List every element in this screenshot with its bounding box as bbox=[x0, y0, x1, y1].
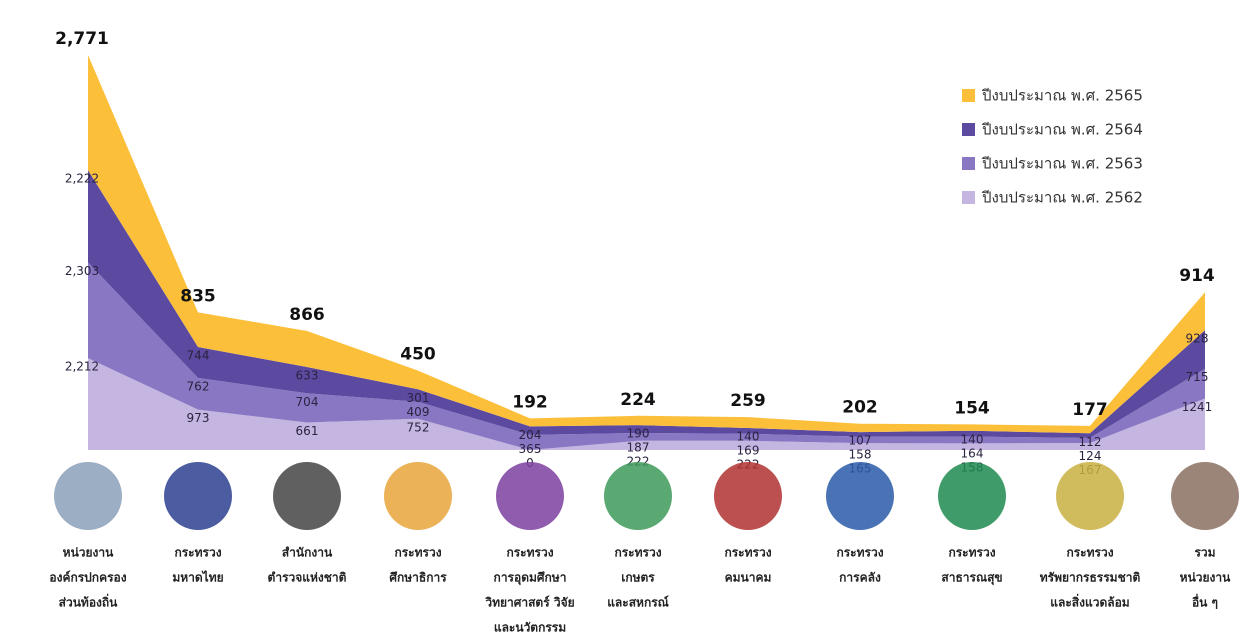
value-label: 973 bbox=[187, 411, 210, 425]
x-tick-label: หน่วยงาน bbox=[1180, 571, 1231, 585]
x-tick-label: ส่วนท้องถิ่น bbox=[59, 594, 119, 610]
legend-swatch bbox=[962, 191, 975, 204]
value-label: 633 bbox=[296, 368, 319, 382]
x-tick-label: กระทรวง bbox=[174, 546, 221, 560]
legend-swatch bbox=[962, 157, 975, 170]
value-label: 2,303 bbox=[65, 264, 99, 278]
value-label: 715 bbox=[1186, 370, 1209, 384]
icon bbox=[826, 462, 894, 530]
value-label: 2,212 bbox=[65, 360, 99, 374]
value-label: 866 bbox=[289, 305, 325, 325]
value-label: 762 bbox=[187, 379, 210, 393]
value-label: 661 bbox=[296, 424, 319, 438]
value-label: 204 bbox=[519, 428, 542, 442]
value-label: 914 bbox=[1179, 266, 1215, 286]
x-tick-label: กระทรวง bbox=[394, 546, 441, 560]
x-tick-label: หน่วยงาน bbox=[63, 546, 114, 560]
x-tick-label: อื่น ๆ bbox=[1192, 594, 1218, 610]
x-tick-label: สำนักงาน bbox=[282, 546, 333, 560]
x-tick-label: สาธารณสุข bbox=[941, 571, 1002, 586]
value-label: 187 bbox=[627, 441, 650, 455]
icon bbox=[604, 462, 672, 530]
icon bbox=[273, 462, 341, 530]
legend-label: ปีงบประมาณ พ.ศ. 2565 bbox=[981, 87, 1143, 105]
value-label: 2,222 bbox=[65, 172, 99, 186]
legend-label: ปีงบประมาณ พ.ศ. 2564 bbox=[981, 121, 1143, 139]
x-tick-label: ทรัพยากรธรรมชาติ bbox=[1040, 571, 1141, 585]
x-tick-label: และสิ่งแวดล้อม bbox=[1050, 594, 1129, 610]
value-label: 301 bbox=[407, 391, 430, 405]
x-tick-label: วิทยาศาสตร์ วิจัย bbox=[485, 596, 575, 610]
x-tick-label: กระทรวง bbox=[948, 546, 995, 560]
x-tick-label: ตำรวจแห่งชาติ bbox=[268, 571, 347, 585]
value-label: 112 bbox=[1079, 435, 1102, 449]
value-label: 409 bbox=[407, 405, 430, 419]
icon bbox=[384, 462, 452, 530]
value-label: 154 bbox=[954, 398, 990, 418]
value-label: 259 bbox=[730, 391, 766, 411]
x-tick-label: รวม bbox=[1194, 546, 1215, 560]
x-tick-label: กระทรวง bbox=[1066, 546, 1113, 560]
icon bbox=[1056, 462, 1124, 530]
x-tick-label: องค์กรปกครอง bbox=[49, 571, 126, 585]
value-label: 704 bbox=[296, 395, 319, 409]
value-label: 164 bbox=[961, 446, 984, 460]
x-tick-label: การอุดมศึกษา bbox=[494, 571, 567, 586]
value-label: 202 bbox=[842, 398, 878, 418]
value-label: 192 bbox=[512, 392, 548, 412]
x-tick-label: มหาดไทย bbox=[172, 570, 223, 585]
x-tick-label: กระทรวง bbox=[724, 546, 771, 560]
value-label: 177 bbox=[1072, 400, 1108, 420]
legend-swatch bbox=[962, 123, 975, 136]
icon bbox=[54, 462, 122, 530]
x-tick-label: เกษตร bbox=[621, 571, 655, 585]
icon bbox=[1171, 462, 1239, 530]
x-tick-label: ศึกษาธิการ bbox=[389, 571, 447, 585]
icon bbox=[714, 462, 782, 530]
value-label: 140 bbox=[737, 429, 760, 443]
legend-label: ปีงบประมาณ พ.ศ. 2562 bbox=[981, 189, 1143, 207]
value-label: 450 bbox=[400, 345, 436, 365]
x-tick-label: การคลัง bbox=[839, 571, 881, 585]
value-label: 365 bbox=[519, 442, 542, 456]
x-tick-label: กระทรวง bbox=[836, 546, 883, 560]
value-label: 752 bbox=[407, 420, 430, 434]
value-label: 1241 bbox=[1182, 400, 1213, 414]
icon bbox=[938, 462, 1006, 530]
x-tick-label: คมนาคม bbox=[725, 571, 772, 585]
x-tick-label: กระทรวง bbox=[614, 546, 661, 560]
value-label: 140 bbox=[961, 432, 984, 446]
x-tick-label: กระทรวง bbox=[506, 546, 553, 560]
legend-swatch bbox=[962, 89, 975, 102]
value-label: 835 bbox=[180, 286, 216, 306]
value-label: 107 bbox=[849, 434, 872, 448]
value-label: 124 bbox=[1079, 449, 1102, 463]
value-label: 190 bbox=[627, 427, 650, 441]
value-label: 224 bbox=[620, 390, 656, 410]
icon bbox=[164, 462, 232, 530]
value-label: 169 bbox=[737, 443, 760, 457]
area bbox=[88, 262, 1205, 450]
value-label: 2,771 bbox=[55, 29, 109, 49]
legend-label: ปีงบประมาณ พ.ศ. 2563 bbox=[981, 155, 1143, 173]
icon bbox=[496, 462, 564, 530]
area bbox=[88, 358, 1205, 450]
x-tick-label: และสหกรณ์ bbox=[607, 596, 669, 610]
value-label: 158 bbox=[849, 448, 872, 462]
x-tick-label: และนวัตกรรม bbox=[494, 621, 566, 635]
value-label: 744 bbox=[187, 349, 210, 363]
value-label: 928 bbox=[1186, 332, 1209, 346]
